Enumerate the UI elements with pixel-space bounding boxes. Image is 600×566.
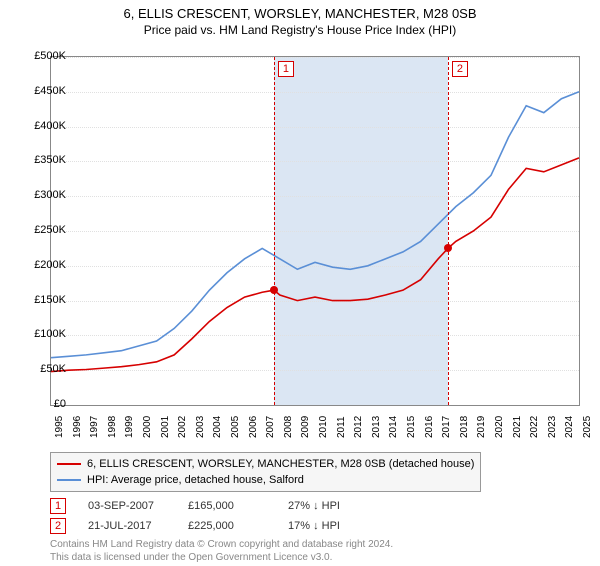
x-tick-label: 2009 (300, 416, 311, 438)
chart-container: 6, ELLIS CRESCENT, WORSLEY, MANCHESTER, … (0, 6, 600, 566)
x-tick-label: 2019 (476, 416, 487, 438)
y-tick-label: £50K (18, 363, 66, 375)
x-tick-label: 2018 (459, 416, 470, 438)
sale-price-1: £165,000 (188, 500, 288, 512)
y-tick-label: £100K (18, 328, 66, 340)
x-tick-label: 2005 (230, 416, 241, 438)
marker-dash (448, 57, 449, 405)
x-tick-label: 2016 (424, 416, 435, 438)
x-tick-label: 2012 (353, 416, 364, 438)
sale-diff-1: 27% ↓ HPI (288, 500, 388, 512)
x-tick-label: 2022 (529, 416, 540, 438)
x-tick-label: 1995 (54, 416, 65, 438)
y-tick-label: £500K (18, 50, 66, 62)
plot-area: 12 (50, 56, 580, 406)
legend-row: HPI: Average price, detached house, Salf… (57, 472, 474, 488)
y-tick-label: £0 (18, 398, 66, 410)
series-property (51, 158, 579, 372)
series-hpi (51, 92, 579, 358)
plot-svg (51, 57, 579, 405)
x-tick-label: 2007 (265, 416, 276, 438)
x-tick-label: 2024 (564, 416, 575, 438)
x-tick-label: 2000 (142, 416, 153, 438)
x-tick-label: 2006 (248, 416, 259, 438)
sale-diff-2: 17% ↓ HPI (288, 520, 388, 532)
chart-subtitle: Price paid vs. HM Land Registry's House … (0, 23, 600, 37)
footnote-line1: Contains HM Land Registry data © Crown c… (50, 539, 393, 550)
y-tick-label: £450K (18, 85, 66, 97)
x-tick-label: 2010 (318, 416, 329, 438)
sale-marker-box-2: 2 (50, 518, 66, 534)
x-tick-label: 1997 (89, 416, 100, 438)
legend-row: 6, ELLIS CRESCENT, WORSLEY, MANCHESTER, … (57, 456, 474, 472)
legend-label: 6, ELLIS CRESCENT, WORSLEY, MANCHESTER, … (87, 458, 474, 470)
y-tick-label: £300K (18, 189, 66, 201)
legend-box: 6, ELLIS CRESCENT, WORSLEY, MANCHESTER, … (50, 452, 481, 492)
x-tick-label: 2014 (388, 416, 399, 438)
legend-swatch (57, 463, 81, 465)
x-tick-label: 2023 (547, 416, 558, 438)
footnote: Contains HM Land Registry data © Crown c… (50, 538, 393, 564)
y-tick-label: £150K (18, 294, 66, 306)
x-tick-label: 1999 (124, 416, 135, 438)
x-tick-label: 1996 (72, 416, 83, 438)
sale-row-2: 2 21-JUL-2017 £225,000 17% ↓ HPI (50, 518, 388, 534)
x-tick-label: 2011 (336, 416, 347, 438)
y-tick-label: £400K (18, 120, 66, 132)
x-tick-label: 2013 (371, 416, 382, 438)
sale-date-1: 03-SEP-2007 (88, 500, 188, 512)
marker-num-box: 1 (278, 61, 294, 77)
y-tick-label: £200K (18, 259, 66, 271)
sale-point (444, 244, 452, 252)
x-tick-label: 2025 (582, 416, 593, 438)
x-tick-label: 2020 (494, 416, 505, 438)
sale-date-2: 21-JUL-2017 (88, 520, 188, 532)
x-tick-label: 2015 (406, 416, 417, 438)
x-tick-label: 2001 (160, 416, 171, 438)
legend-swatch (57, 479, 81, 481)
marker-dash (274, 57, 275, 405)
x-tick-label: 2003 (195, 416, 206, 438)
x-tick-label: 1998 (107, 416, 118, 438)
x-tick-label: 2004 (212, 416, 223, 438)
marker-num-box: 2 (452, 61, 468, 77)
x-tick-label: 2008 (283, 416, 294, 438)
x-tick-label: 2002 (177, 416, 188, 438)
y-tick-label: £250K (18, 224, 66, 236)
sale-marker-box-1: 1 (50, 498, 66, 514)
chart-title: 6, ELLIS CRESCENT, WORSLEY, MANCHESTER, … (0, 6, 600, 21)
x-tick-label: 2021 (512, 416, 523, 438)
sale-point (270, 286, 278, 294)
sale-row-1: 1 03-SEP-2007 £165,000 27% ↓ HPI (50, 498, 388, 514)
y-tick-label: £350K (18, 154, 66, 166)
footnote-line2: This data is licensed under the Open Gov… (50, 552, 332, 563)
legend-label: HPI: Average price, detached house, Salf… (87, 474, 304, 486)
x-tick-label: 2017 (441, 416, 452, 438)
sale-price-2: £225,000 (188, 520, 288, 532)
